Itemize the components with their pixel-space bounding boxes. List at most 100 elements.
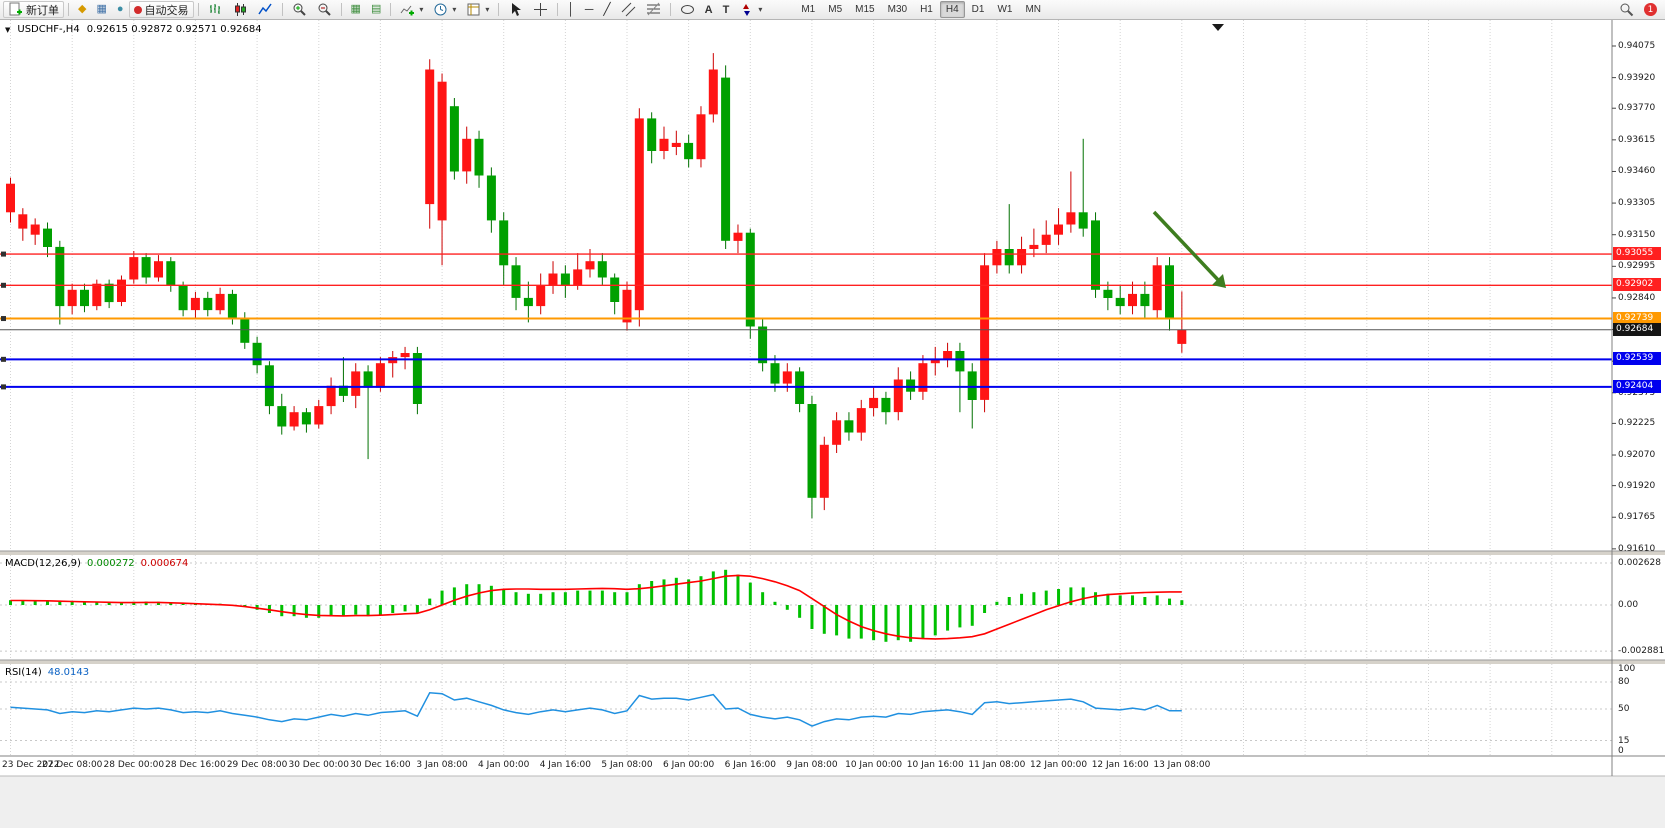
- price-axis-label: 0.93460: [1618, 166, 1656, 177]
- crosshair-icon: [534, 3, 548, 16]
- search-icon: [1620, 3, 1634, 17]
- text-label-icon: T: [722, 3, 730, 16]
- time-axis-label: 3 Jan 08:00: [416, 760, 468, 770]
- rsi-axis-label: 100: [1618, 664, 1636, 674]
- zoom-out-icon: [318, 3, 331, 16]
- auto-trading-button[interactable]: 自动交易: [128, 1, 194, 18]
- data-window-icon: ▦: [96, 3, 107, 15]
- time-axis-label: 10 Jan 16:00: [906, 760, 964, 770]
- toolbar-separator: [281, 3, 283, 16]
- chart-title: ▼ USDCHF-,H4 0.92615 0.92872 0.92571 0.9…: [5, 24, 262, 35]
- trendline-icon: ╱: [603, 2, 611, 16]
- price-axis-label: 0.93770: [1618, 103, 1656, 114]
- macd-signal-value: 0.000674: [140, 558, 189, 569]
- channel-button[interactable]: [616, 1, 641, 18]
- price-axis-label: 0.91610: [1618, 543, 1656, 554]
- price-axis-label: 0.92225: [1618, 418, 1656, 429]
- time-axis-label: 28 Dec 00:00: [103, 760, 165, 770]
- timeframe-group: M1 M5 M15 M30 H1 H4 D1 W1 MN: [795, 1, 1047, 18]
- horizontal-line-button[interactable]: ─: [580, 1, 599, 18]
- price-axis-label: 0.93920: [1618, 72, 1656, 83]
- price-line-badge: 0.92902: [1613, 278, 1661, 292]
- macd-axis-label: 0.002628: [1618, 557, 1661, 568]
- trendline-button[interactable]: ╱: [598, 1, 615, 18]
- time-axis-label: 6 Jan 00:00: [663, 760, 715, 770]
- arrows-button[interactable]: ▾: [734, 1, 767, 18]
- notification-badge[interactable]: 1: [1644, 3, 1657, 16]
- toolbar-separator: [197, 3, 199, 16]
- ohlc-values: 0.92615 0.92872 0.92571 0.92684: [86, 24, 262, 35]
- toolbar-separator: [557, 3, 559, 16]
- chevron-down-icon: ▾: [419, 5, 424, 14]
- channel-icon: [621, 2, 635, 17]
- new-order-button[interactable]: 新订单: [3, 1, 64, 18]
- zoom-out-button[interactable]: [312, 1, 337, 18]
- toolbar-separator: [669, 3, 671, 16]
- one-click-trading-toggle[interactable]: ▼: [5, 25, 11, 34]
- market-watch-button[interactable]: ◆: [73, 1, 91, 18]
- time-axis-label: 4 Jan 16:00: [539, 760, 591, 770]
- time-axis-label: 9 Jan 08:00: [786, 760, 838, 770]
- symbol-period-label: USDCHF-,H4: [17, 24, 80, 35]
- candlestick-chart-icon: [234, 3, 246, 16]
- price-axis-label: 0.92840: [1618, 292, 1656, 303]
- cascade-windows-button[interactable]: ▤: [366, 1, 386, 18]
- time-axis-label: 11 Jan 08:00: [968, 760, 1026, 770]
- time-axis-label: 10 Jan 00:00: [845, 760, 903, 770]
- cursor-button[interactable]: [503, 1, 528, 18]
- fibonacci-icon: [646, 2, 660, 16]
- timeframe-M1[interactable]: M1: [801, 4, 816, 15]
- timeframe-H1[interactable]: H1: [920, 4, 933, 15]
- macd-axis-label: -0.002881: [1618, 646, 1665, 657]
- toolbar-separator: [68, 3, 69, 16]
- indicators-button[interactable]: ▾: [395, 1, 428, 18]
- cursor-icon: [512, 3, 522, 16]
- toolbar-separator: [340, 3, 342, 16]
- price-axis-label: 0.93305: [1618, 198, 1656, 209]
- periods-button[interactable]: ▾: [428, 1, 461, 18]
- tile-windows-button[interactable]: ▦: [346, 1, 366, 18]
- timeframe-W1[interactable]: W1: [997, 4, 1013, 15]
- line-chart-icon: [257, 3, 272, 15]
- vertical-line-icon: │: [567, 2, 575, 16]
- time-axis-label: 5 Jan 08:00: [601, 760, 653, 770]
- price-line-badge: 0.92404: [1613, 379, 1661, 393]
- text-label-button[interactable]: T: [718, 1, 735, 18]
- timeframe-M5[interactable]: M5: [828, 4, 843, 15]
- timeframe-MN[interactable]: MN: [1025, 4, 1042, 15]
- navigator-button[interactable]: ●: [112, 1, 129, 18]
- vertical-line-button[interactable]: │: [562, 1, 580, 18]
- rsi-name: RSI(14): [5, 667, 42, 678]
- price-axis-label: 0.93150: [1618, 229, 1656, 240]
- data-window-button[interactable]: ▦: [91, 1, 111, 18]
- ellipse-icon: [680, 5, 694, 14]
- timeframe-M30[interactable]: M30: [887, 4, 908, 15]
- macd-axis-label: 0.00: [1618, 600, 1639, 610]
- auto-trading-icon: [133, 5, 142, 14]
- price-axis-label: 0.93615: [1618, 134, 1656, 145]
- chart-canvas[interactable]: [0, 20, 1665, 828]
- price-line-badge: 0.92539: [1613, 352, 1661, 366]
- horizontal-line-icon: ─: [584, 2, 594, 16]
- time-axis-label: 12 Jan 00:00: [1030, 760, 1088, 770]
- bar-chart-button[interactable]: [203, 1, 228, 18]
- fibonacci-button[interactable]: [641, 1, 666, 18]
- timeframe-D1[interactable]: D1: [971, 4, 985, 15]
- time-axis-label: 27 Dec 08:00: [41, 760, 103, 770]
- macd-name: MACD(12,26,9): [5, 558, 81, 569]
- shapes-button[interactable]: [675, 1, 700, 18]
- chevron-down-icon: ▾: [485, 5, 490, 14]
- timeframe-M15[interactable]: M15: [855, 4, 875, 15]
- rsi-axis-label: 80: [1618, 677, 1630, 687]
- candlestick-chart-button[interactable]: [228, 1, 253, 18]
- line-chart-button[interactable]: [253, 1, 278, 18]
- time-axis-label: 12 Jan 16:00: [1091, 760, 1149, 770]
- templates-button[interactable]: ▾: [461, 1, 494, 18]
- crosshair-button[interactable]: [528, 1, 553, 18]
- price-axis-label: 0.92070: [1618, 450, 1656, 461]
- timeframe-H4[interactable]: H4: [939, 1, 965, 18]
- indicators-icon: [400, 5, 415, 16]
- text-button[interactable]: A: [700, 1, 718, 18]
- search-button[interactable]: [1614, 1, 1639, 18]
- zoom-in-button[interactable]: [287, 1, 312, 18]
